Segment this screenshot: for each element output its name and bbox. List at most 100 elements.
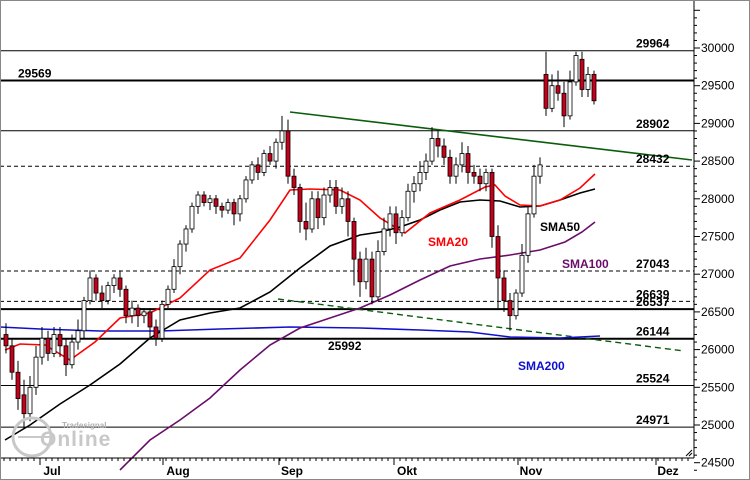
level-label-27043: 27043 xyxy=(636,257,670,271)
y-tick-label: 25000 xyxy=(701,418,735,432)
x-tick-label: Sep xyxy=(281,464,303,478)
candle-body xyxy=(585,73,591,90)
candle-body xyxy=(537,164,543,177)
candle-body xyxy=(255,164,261,173)
candle-body xyxy=(177,243,183,268)
candle-body xyxy=(153,326,159,339)
candle-body xyxy=(375,251,381,298)
candle-body xyxy=(513,292,519,317)
candle-body xyxy=(207,198,213,203)
candle-body xyxy=(477,175,483,185)
candle-body xyxy=(363,258,369,283)
candle-body xyxy=(147,311,153,328)
candle-body xyxy=(285,130,291,177)
y-tick-label: 29000 xyxy=(701,116,735,130)
candle-body xyxy=(99,292,105,301)
trendline-upper xyxy=(289,111,693,161)
level-label-28902: 28902 xyxy=(636,117,670,131)
level-label-25992: 25992 xyxy=(328,339,362,353)
x-tick-label: Aug xyxy=(166,464,189,478)
candle-body xyxy=(549,85,555,109)
candle-body xyxy=(501,277,507,301)
x-tick-label: Nov xyxy=(520,464,543,478)
candle-body xyxy=(291,175,297,188)
candle-body xyxy=(429,138,435,162)
candle-body xyxy=(183,228,189,245)
candle-body xyxy=(27,386,33,415)
candle-body xyxy=(327,187,333,196)
candle-body xyxy=(39,337,45,358)
candle-body xyxy=(441,145,447,158)
candle-body xyxy=(471,172,477,177)
candle-body xyxy=(261,153,267,173)
y-tick-label: 27000 xyxy=(701,267,735,281)
candle-body xyxy=(423,160,429,173)
candle-body xyxy=(351,221,357,260)
candles xyxy=(3,51,597,429)
candle-body xyxy=(435,138,441,147)
level-label-29569: 29569 xyxy=(18,66,52,80)
y-tick-label: 30000 xyxy=(701,41,735,55)
candle-body xyxy=(201,194,207,203)
level-label-26537: 26537 xyxy=(636,295,670,309)
candle-body xyxy=(567,81,573,117)
candle-body xyxy=(81,300,87,332)
level-label-25524: 25524 xyxy=(636,371,670,385)
candle-body xyxy=(333,187,339,207)
candle-body xyxy=(555,85,561,94)
candle-body xyxy=(111,277,117,286)
resize-corner-icon xyxy=(685,449,693,457)
y-tick-label: 25500 xyxy=(701,380,735,394)
y-tick-label: 28500 xyxy=(701,154,735,168)
ma-label-sma20: SMA20 xyxy=(428,235,468,249)
tradesignal-logo: Online Tradesignal xyxy=(11,416,111,458)
ma-line-sma200 xyxy=(0,326,601,339)
candle-body xyxy=(159,303,165,339)
x-tick-label: Jul xyxy=(43,464,60,478)
candle-body xyxy=(45,337,51,354)
y-tick-label: 26000 xyxy=(701,343,735,357)
candle-body xyxy=(57,334,63,347)
y-tick-label: 29500 xyxy=(701,79,735,93)
y-tick-label: 26500 xyxy=(701,305,735,319)
candle-body xyxy=(243,179,249,200)
candle-body xyxy=(381,228,387,252)
candle-body xyxy=(195,194,201,207)
candle-body xyxy=(507,300,513,317)
candle-body xyxy=(117,277,123,290)
candle-body xyxy=(447,156,453,177)
level-label-26144: 26144 xyxy=(636,325,670,339)
x-tick-label: Okt xyxy=(397,464,417,478)
moving-averages xyxy=(0,173,601,471)
candle-body xyxy=(369,258,375,298)
candle-body xyxy=(75,330,81,343)
logo-product-text: Online xyxy=(40,428,111,451)
candle-body xyxy=(309,198,315,230)
candle-body xyxy=(93,277,99,294)
trendlines xyxy=(277,111,693,352)
horizontal-levels xyxy=(0,50,694,428)
level-label-24971: 24971 xyxy=(636,413,670,427)
candle-body xyxy=(579,58,585,90)
candle-body xyxy=(273,141,279,162)
candle-body xyxy=(237,198,243,215)
candle-body xyxy=(561,92,567,117)
ma-label-sma200: SMA200 xyxy=(518,359,565,373)
y-tick-label: 28000 xyxy=(701,192,735,206)
ma-label-sma100: SMA100 xyxy=(562,257,609,271)
candle-body xyxy=(417,172,423,185)
candle-body xyxy=(129,307,135,317)
candle-body xyxy=(213,198,219,207)
candle-body xyxy=(21,394,27,415)
candle-body xyxy=(591,73,597,102)
candle-body xyxy=(345,198,351,222)
level-label-26639: 26639 xyxy=(636,287,670,301)
candle-body xyxy=(525,213,531,256)
candle-body xyxy=(171,266,177,290)
candle-body xyxy=(465,153,471,173)
candle-body xyxy=(105,285,111,301)
x-tick-label: Dez xyxy=(657,464,678,478)
candle-body xyxy=(459,153,465,166)
candle-body xyxy=(51,334,57,354)
